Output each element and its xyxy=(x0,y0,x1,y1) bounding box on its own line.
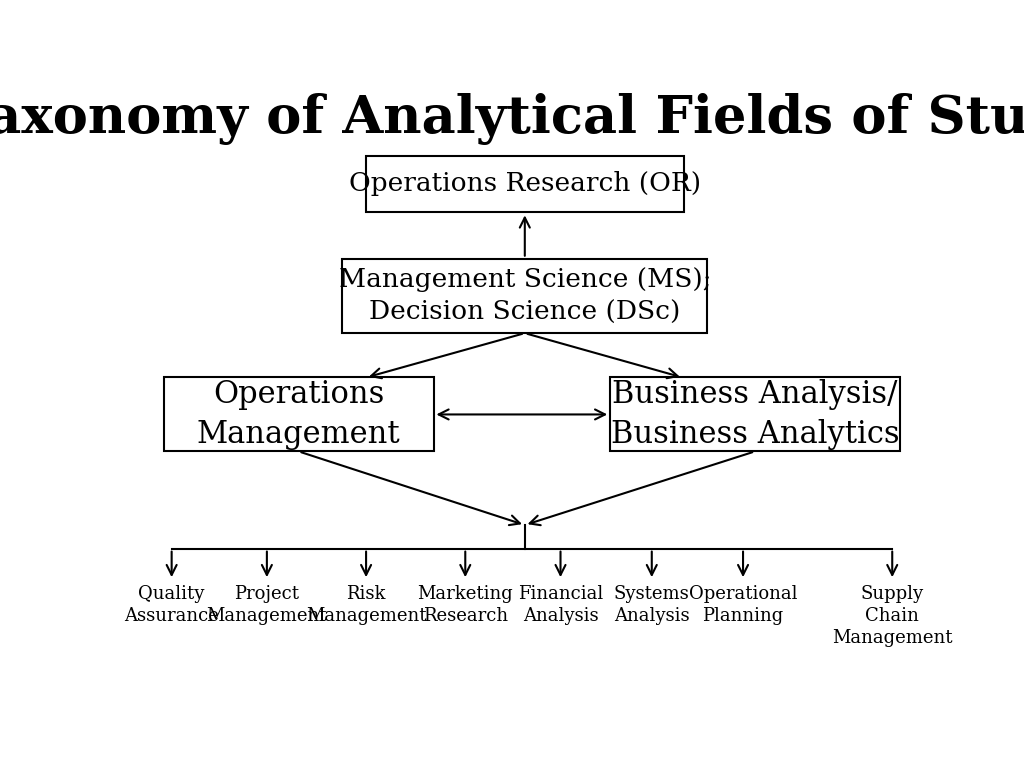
Bar xyxy=(367,156,684,212)
Text: Operations
Management: Operations Management xyxy=(197,379,400,450)
Text: Financial
Analysis: Financial Analysis xyxy=(518,584,603,625)
Text: Risk
Management: Risk Management xyxy=(306,584,426,625)
Text: Operational
Planning: Operational Planning xyxy=(689,584,798,625)
Bar xyxy=(342,260,708,333)
Text: Supply
Chain
Management: Supply Chain Management xyxy=(831,584,952,647)
Text: Project
Management: Project Management xyxy=(207,584,327,625)
Text: Quality
Assurance: Quality Assurance xyxy=(124,584,219,625)
Text: Marketing
Research: Marketing Research xyxy=(418,584,513,625)
Text: Operations Research (OR): Operations Research (OR) xyxy=(349,171,700,197)
Bar xyxy=(164,378,433,452)
Text: Taxonomy of Analytical Fields of Study: Taxonomy of Analytical Fields of Study xyxy=(0,93,1024,145)
Text: Management Science (MS);
Decision Science (DSc): Management Science (MS); Decision Scienc… xyxy=(339,267,711,325)
Bar xyxy=(610,378,900,452)
Text: Systems
Analysis: Systems Analysis xyxy=(614,584,689,625)
Text: Business Analysis/
Business Analytics: Business Analysis/ Business Analytics xyxy=(610,379,899,450)
